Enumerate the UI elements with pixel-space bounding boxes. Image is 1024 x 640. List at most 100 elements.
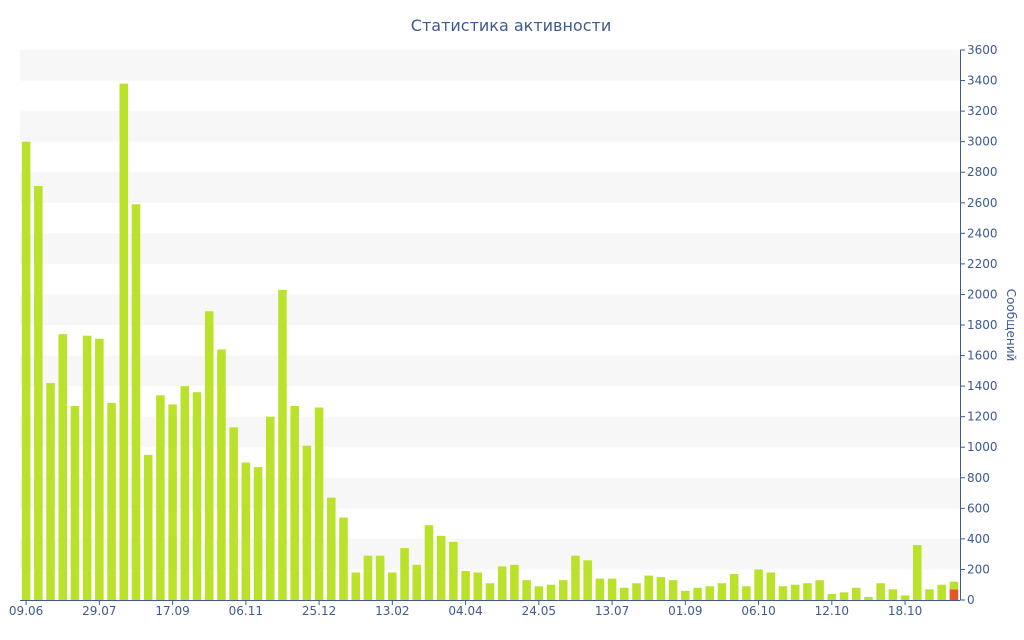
y-tick-label: 2400 [967, 226, 998, 240]
bar [668, 580, 678, 600]
bar [21, 141, 31, 600]
x-tick-label: 17.09 [155, 604, 189, 618]
bar [424, 525, 434, 600]
bar [839, 592, 849, 600]
x-tick-label: 13.07 [595, 604, 629, 618]
bar [900, 595, 910, 600]
bar [497, 566, 507, 600]
bar [107, 402, 116, 600]
grid-band [20, 111, 960, 142]
bar-segment [949, 589, 959, 600]
bar [388, 572, 397, 600]
y-tick-label: 200 [967, 562, 990, 576]
bar [485, 583, 495, 600]
y-tick-label: 3000 [967, 135, 998, 149]
bar [436, 535, 446, 600]
x-tick-label: 04.04 [448, 604, 482, 618]
y-tick-label: 600 [967, 501, 990, 515]
bar [571, 555, 580, 600]
bar [717, 583, 727, 600]
bar [412, 564, 422, 600]
y-tick-label: 3400 [967, 74, 998, 88]
x-tick-label: 09.06 [9, 604, 43, 618]
y-tick-label: 1600 [967, 349, 998, 363]
bar [888, 589, 898, 600]
bar [95, 338, 104, 600]
bar [339, 517, 348, 600]
grid-band [20, 233, 960, 264]
x-tick-label: 18.10 [888, 604, 922, 618]
bar [229, 427, 238, 600]
bar [82, 335, 92, 600]
bar [58, 334, 67, 600]
bar [607, 578, 617, 600]
bar [876, 583, 885, 600]
bar [265, 416, 275, 600]
y-tick-label: 800 [967, 471, 990, 485]
bar [778, 586, 788, 600]
bar [131, 204, 141, 601]
bar [656, 577, 666, 600]
x-tick-label: 06.11 [229, 604, 263, 618]
bar [595, 578, 605, 600]
bar [534, 586, 544, 600]
x-tick-label: 24.05 [522, 604, 556, 618]
bar [729, 574, 739, 600]
bar [815, 580, 824, 600]
y-tick-label: 1200 [967, 410, 998, 424]
y-tick-label: 2200 [967, 257, 998, 271]
x-tick-label: 01.09 [668, 604, 702, 618]
y-tick-label: 1400 [967, 379, 998, 393]
bar [546, 584, 556, 600]
bar [864, 596, 873, 600]
bar [754, 569, 763, 600]
bar [327, 497, 336, 600]
bar [253, 467, 263, 600]
bar [790, 584, 800, 600]
y-axis-title: Сообщений [1004, 289, 1018, 362]
bar [522, 580, 531, 600]
bar [449, 541, 458, 600]
y-tick-label: 2600 [967, 196, 998, 210]
bar-segment [949, 581, 959, 590]
bar [705, 586, 715, 600]
bar [217, 349, 226, 600]
bar [168, 404, 177, 600]
x-tick-label: 12.10 [815, 604, 849, 618]
bar [119, 83, 129, 601]
y-tick-label: 2000 [967, 287, 998, 301]
bar [925, 589, 934, 600]
x-axis-ticks: 09.06 29.07 17.09 06.11 25.12 13.02 04.04 24.05… [9, 600, 922, 618]
x-tick-label: 06.10 [741, 604, 775, 618]
grid-bands [20, 50, 960, 570]
bar [937, 584, 946, 600]
chart-title: Статистика активности [411, 16, 611, 35]
bar [314, 407, 324, 600]
bar [681, 590, 690, 600]
bar [143, 454, 153, 600]
bar [204, 311, 214, 600]
y-tick-label: 2800 [967, 165, 998, 179]
bar [192, 392, 202, 600]
y-tick-label: 3600 [967, 43, 998, 57]
y-tick-label: 0 [967, 593, 975, 607]
grid-band [20, 355, 960, 387]
bar [290, 405, 299, 600]
grid-band [20, 172, 960, 203]
grid-band [20, 50, 960, 81]
grid-band [20, 294, 960, 325]
bar [302, 445, 312, 600]
bar [558, 580, 568, 600]
y-tick-label: 1800 [967, 318, 998, 332]
bar [375, 555, 385, 600]
bar [473, 572, 483, 600]
x-tick-label: 13.02 [375, 604, 409, 618]
bar [583, 560, 592, 600]
y-tick-label: 400 [967, 532, 990, 546]
bar [241, 462, 251, 600]
x-tick-label: 25.12 [302, 604, 336, 618]
bar [851, 587, 861, 600]
bar [400, 548, 409, 600]
